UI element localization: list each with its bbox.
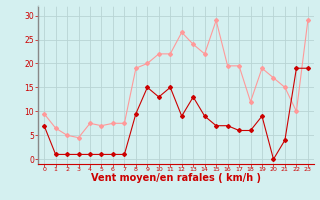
X-axis label: Vent moyen/en rafales ( km/h ): Vent moyen/en rafales ( km/h ) [91, 173, 261, 183]
